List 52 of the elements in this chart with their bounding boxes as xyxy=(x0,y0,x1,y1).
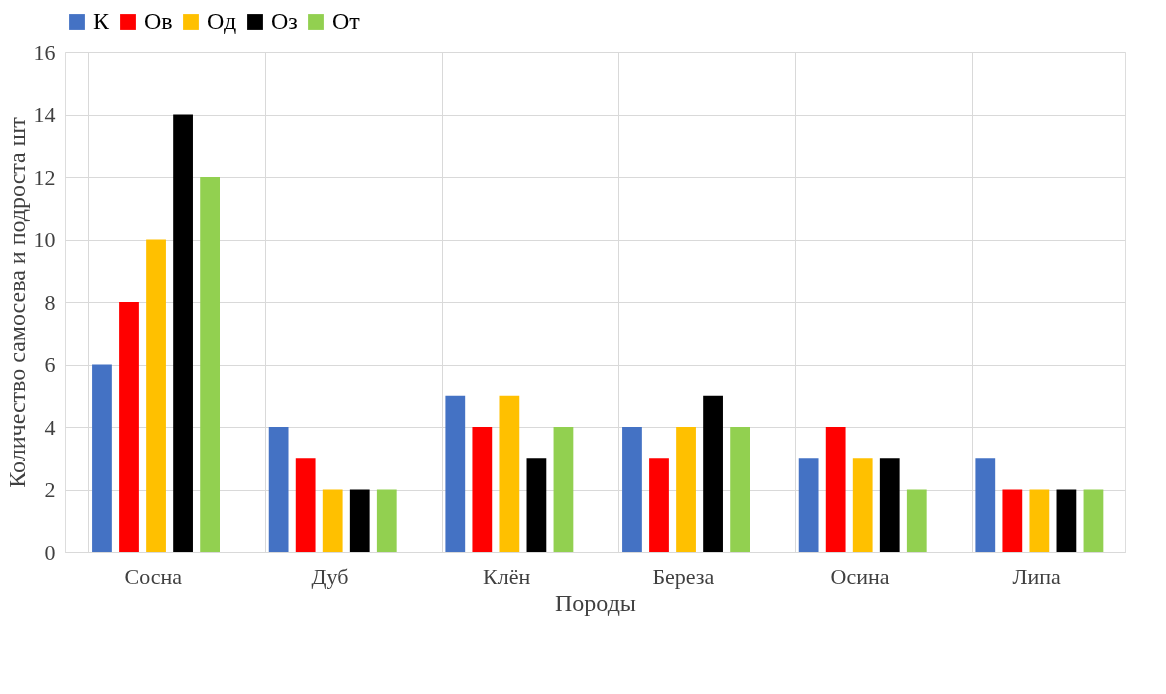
bar xyxy=(499,395,520,552)
legend-label: Ов xyxy=(144,8,173,34)
x-tick-label: Осина xyxy=(830,563,890,589)
x-tick-label: Клён xyxy=(483,563,531,589)
bar xyxy=(798,458,819,552)
y-tick-label: 8 xyxy=(44,289,56,315)
bar xyxy=(349,489,370,552)
bar xyxy=(173,114,193,552)
x-tick-label: Дуб xyxy=(311,563,349,589)
y-tick-label: 16 xyxy=(33,39,56,65)
bar xyxy=(825,427,846,552)
y-tick-label: 12 xyxy=(33,164,56,190)
y-tick-label: 10 xyxy=(33,227,56,252)
bar xyxy=(1056,489,1077,552)
bar xyxy=(322,489,343,552)
bar xyxy=(146,239,166,552)
bar xyxy=(472,427,493,552)
bar xyxy=(445,395,466,552)
bar xyxy=(852,458,873,552)
bar xyxy=(295,458,316,552)
bar xyxy=(1002,489,1023,552)
bar xyxy=(1029,489,1050,552)
bar xyxy=(906,489,927,552)
y-tick-label: 2 xyxy=(44,477,56,502)
y-tick-label: 0 xyxy=(44,539,56,565)
legend-label: От xyxy=(332,8,361,34)
bar xyxy=(553,427,574,552)
bar xyxy=(622,427,642,552)
bar xyxy=(649,458,669,552)
bar xyxy=(268,427,289,552)
bar xyxy=(879,458,900,552)
legend-label: Од xyxy=(207,8,237,34)
bar xyxy=(676,427,696,552)
bar xyxy=(730,427,750,552)
x-tick-label: Береза xyxy=(652,563,715,589)
bar xyxy=(376,489,397,552)
legend-label: Оз xyxy=(271,8,298,34)
bar xyxy=(92,364,112,552)
bar xyxy=(1083,489,1104,552)
x-tick-label: Сосна xyxy=(124,563,183,589)
legend-label: К xyxy=(93,8,110,34)
x-axis-title: Породы xyxy=(555,589,636,616)
y-tick-label: 6 xyxy=(44,352,56,377)
bar xyxy=(703,395,723,552)
bar xyxy=(526,458,547,552)
bar xyxy=(975,458,996,552)
bar xyxy=(119,302,139,552)
x-tick-label: Липа xyxy=(1012,563,1062,589)
y-tick-label: 4 xyxy=(44,414,56,440)
y-tick-label: 14 xyxy=(33,102,56,127)
bar xyxy=(200,177,220,552)
y-axis-title: Количество самосева и подроста шт xyxy=(3,116,30,488)
